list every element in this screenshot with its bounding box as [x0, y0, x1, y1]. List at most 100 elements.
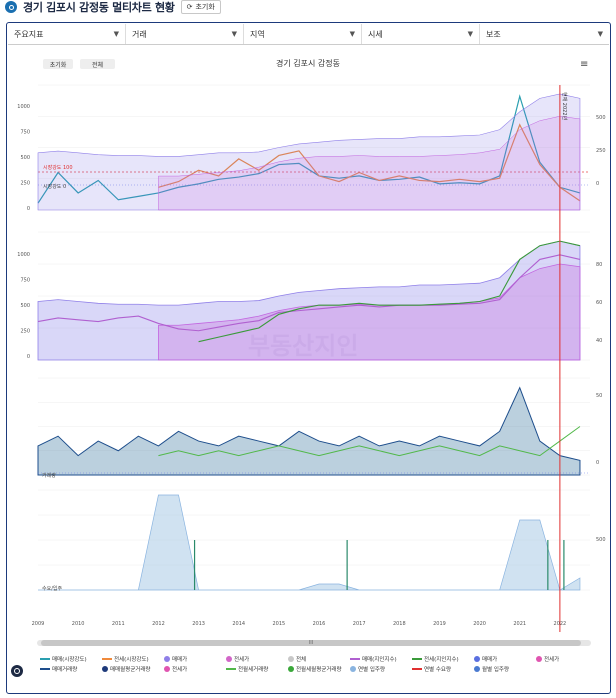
x-tick-label: 2012: [152, 621, 165, 627]
filter-trade[interactable]: 거래 ▼: [126, 24, 244, 44]
supply-area: [38, 494, 581, 591]
annotation-label: 수요/입주: [42, 585, 62, 592]
filter-price[interactable]: 시세 ▼: [362, 24, 480, 44]
legend-item[interactable]: 매매거래량: [40, 665, 77, 673]
legend-item[interactable]: 전세(지인지수): [412, 655, 459, 663]
legend-swatch: [350, 658, 360, 660]
x-tick-label: 2016: [313, 621, 326, 627]
header: 경기 김포시 감정동 멀티차트 현황 ⟳ 초기화: [5, 0, 221, 14]
legend-item[interactable]: 매매가: [164, 655, 187, 663]
filter-label: 보조: [486, 29, 501, 39]
y-tick-label-right: 80: [596, 262, 602, 268]
y-tick-label-right: 250: [596, 148, 606, 154]
legend-swatch: [40, 658, 50, 660]
legend-label: 전체: [296, 657, 307, 663]
series-line-2: [37, 254, 581, 332]
legend-swatch: [40, 668, 50, 670]
legend-label: 전세가: [172, 667, 188, 673]
legend-label: 매매가: [482, 657, 498, 663]
chart-all-button[interactable]: 전체: [80, 59, 115, 69]
legend-label: 매매(지인지수): [362, 657, 397, 663]
volume-series-1: [158, 426, 581, 457]
filter-main-indicator[interactable]: 주요지표 ▼: [8, 24, 126, 44]
y-tick-label: 0: [27, 354, 30, 360]
legend-swatch: [164, 666, 170, 672]
x-tick-label: 2013: [192, 621, 205, 627]
reset-button[interactable]: ⟳ 초기화: [180, 0, 221, 14]
legend-item[interactable]: 연별 입주량: [350, 665, 385, 673]
x-tick-label: 2014: [232, 621, 245, 627]
price-area-top: [37, 93, 581, 211]
filter-label: 거래: [132, 29, 147, 39]
y-tick-label: 250: [20, 329, 30, 335]
filter-aux[interactable]: 보조 ▼: [480, 24, 609, 44]
series-line-3: [198, 240, 581, 343]
x-tick-label: 2017: [353, 621, 366, 627]
chevron-down-icon: ▼: [231, 30, 237, 38]
chevron-down-icon: ▼: [349, 30, 355, 38]
legend-item[interactable]: 전체: [288, 655, 306, 663]
legend-swatch: [536, 656, 542, 662]
annotation-label: 시장강도 0: [43, 183, 66, 190]
legend-label: 매매월평균거래량: [110, 667, 151, 673]
legend-swatch: [288, 656, 294, 662]
y-tick-label: 500: [20, 303, 30, 309]
y-tick-label: 500: [20, 155, 30, 161]
chart-frame: [6, 22, 611, 694]
x-tick-label: 2011: [112, 621, 125, 627]
legend-label: 전월세거래량: [238, 667, 269, 673]
y-tick-label: 750: [20, 130, 30, 136]
legend-item[interactable]: 매매월평균거래량: [102, 665, 150, 673]
y-tick-label: 0: [27, 206, 30, 212]
watermark: 부동산지인: [248, 326, 358, 361]
legend-swatch: [226, 668, 236, 670]
chevron-down-icon: ▼: [597, 30, 603, 38]
x-tick-label: 2021: [513, 621, 526, 627]
legend-label: 연별 입주량: [358, 667, 386, 673]
legend-item[interactable]: 월별 입주량: [474, 665, 509, 673]
x-tick-label: 2022: [554, 621, 567, 627]
legend-item[interactable]: 전월세거래량: [226, 665, 268, 673]
y-tick-label-right: 500: [596, 115, 606, 121]
y-tick-label-right: 0: [596, 460, 599, 466]
filter-region[interactable]: 지역 ▼: [244, 24, 362, 44]
y-tick-label-right: 50: [596, 393, 602, 399]
legend-swatch: [474, 656, 480, 662]
page-title: 경기 김포시 감정동 멀티차트 현황: [23, 1, 175, 14]
legend-label: 전세(시장강도): [114, 657, 149, 663]
scrollbar-thumb[interactable]: III: [41, 640, 581, 646]
legend-label: 전월세월평균거래량: [296, 667, 342, 673]
legend-swatch: [102, 658, 112, 660]
legend-label: 전세(지인지수): [424, 657, 459, 663]
legend-item[interactable]: 연별 수요량: [412, 665, 451, 673]
filter-bar: [8, 24, 609, 45]
legend-item[interactable]: 전월세월평균거래량: [288, 665, 342, 673]
legend-item[interactable]: 매매(시장강도): [40, 655, 87, 663]
x-tick-label: 2018: [393, 621, 406, 627]
x-tick-label: 2010: [72, 621, 85, 627]
legend-swatch: [288, 666, 294, 672]
chart-reset-button[interactable]: 초기화: [43, 59, 73, 69]
x-tick-label: 2020: [473, 621, 486, 627]
range-scrollbar[interactable]: III: [37, 640, 591, 646]
legend-label: 월별 입주량: [482, 667, 510, 673]
legend-item[interactable]: 전세가: [164, 665, 187, 673]
legend-label: 매매가: [172, 657, 188, 663]
y-tick-label: 250: [20, 181, 30, 187]
filter-label: 주요지표: [14, 29, 44, 39]
legend-item[interactable]: 전세(시장강도): [102, 655, 149, 663]
menu-icon[interactable]: ≡: [580, 59, 589, 70]
legend-label: 전세가: [234, 657, 250, 663]
legend-item[interactable]: 매매가: [474, 655, 497, 663]
chart-title: 경기 김포시 감정동: [276, 59, 340, 68]
legend-item[interactable]: 전세가: [536, 655, 559, 663]
y-tick-label-right: 0: [596, 181, 599, 187]
y-tick-label: 750: [20, 278, 30, 284]
y-tick-label-right: 40: [596, 338, 602, 344]
series-line-f08a3c: [158, 123, 581, 202]
legend-item[interactable]: 매매(지인지수): [350, 655, 397, 663]
legend-swatch: [412, 658, 422, 660]
legend-item[interactable]: 전세가: [226, 655, 249, 663]
brand-icon: [11, 665, 23, 677]
